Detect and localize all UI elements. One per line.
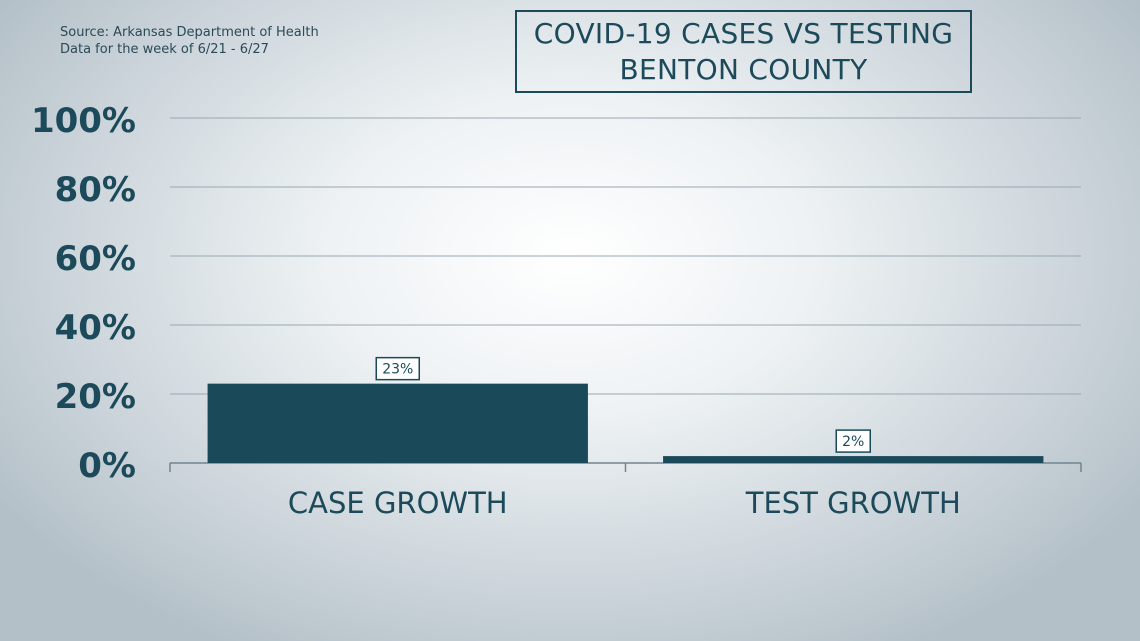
data-label-box [375, 356, 420, 381]
source-note: Source: Arkansas Department of Health Da… [60, 24, 319, 58]
bar [207, 383, 588, 463]
y-tick-label: 80% [55, 170, 136, 210]
y-tick-label: 60% [55, 239, 136, 279]
y-tick-label: 40% [55, 308, 136, 348]
y-tick-label: 100% [31, 101, 136, 141]
chart-title: COVID-19 CASES VS TESTING [533, 17, 954, 50]
category-label: TEST GROWTH [745, 486, 961, 520]
source-line: Source: Arkansas Department of Health [60, 25, 319, 40]
category-label: CASE GROWTH [288, 486, 508, 520]
chart-title-box: COVID-19 CASES VS TESTING BENTON COUNTY [515, 10, 972, 93]
date-range-line: Data for the week of 6/21 - 6/27 [60, 42, 269, 57]
data-label-box [835, 429, 871, 453]
data-label: 2% [842, 434, 864, 450]
data-label: 23% [382, 362, 413, 378]
y-tick-label: 20% [55, 377, 136, 417]
bar [663, 456, 1044, 463]
chart-subtitle: BENTON COUNTY [619, 53, 868, 86]
y-tick-label: 0% [78, 446, 136, 486]
